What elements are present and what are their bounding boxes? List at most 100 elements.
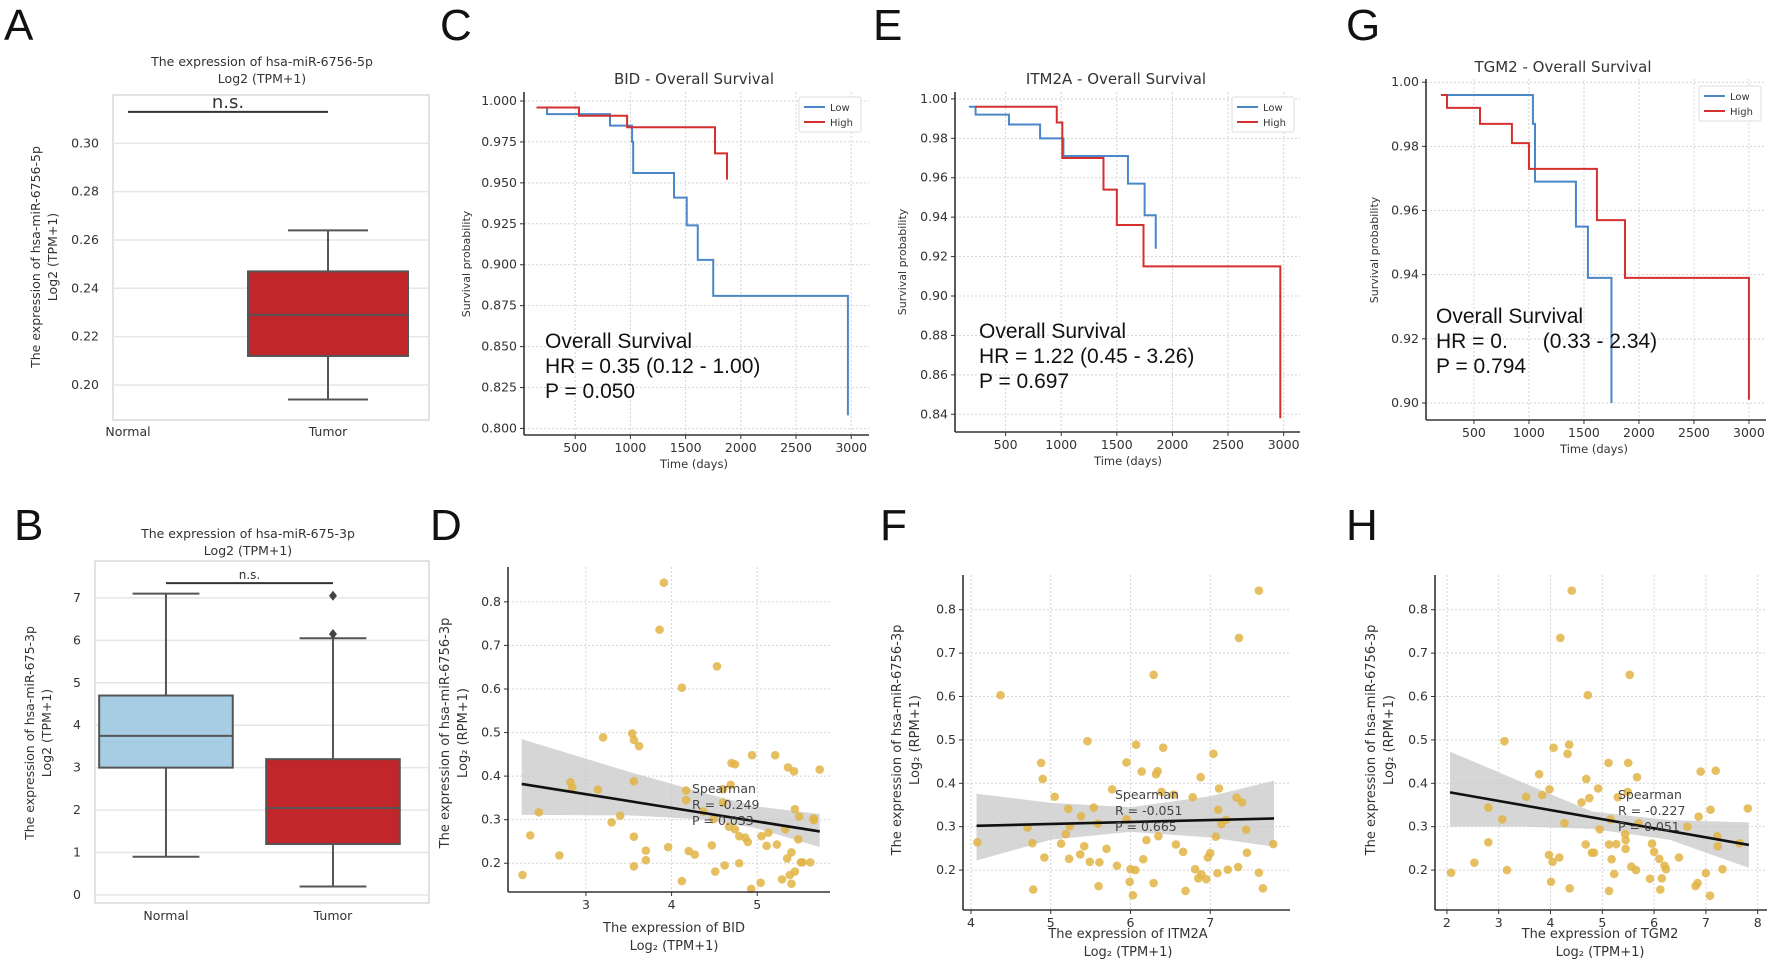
scatter-point [1604, 758, 1613, 768]
y-tick-label: 0.5 [1408, 732, 1428, 747]
legend-box [798, 96, 862, 133]
x-tick-label: 4 [668, 897, 676, 912]
spearman-stat: Spearman [692, 781, 756, 796]
scatter-point [1083, 736, 1092, 746]
scatter-point [973, 838, 982, 847]
scatter-point [1500, 736, 1509, 746]
scatter-point [1583, 690, 1593, 700]
scatter-point [1613, 792, 1623, 802]
y-tick-label: 0.6 [1408, 689, 1428, 704]
x-tick-label: Normal [105, 424, 150, 439]
scatter-point [1693, 878, 1702, 888]
y-axis-label: The expression of hsa-miR-6756-3p [1364, 625, 1379, 857]
scatter-point [1178, 847, 1188, 857]
scatter-point [1079, 841, 1089, 851]
scatter-point [1654, 854, 1664, 864]
y-tick-label: 0.3 [1408, 819, 1428, 834]
legend-label: Low [830, 103, 850, 114]
scatter-point [809, 815, 819, 825]
survival-curve-high [1440, 94, 1750, 400]
y-tick-label: 0.3 [481, 812, 501, 827]
x-tick-label: 1000 [1045, 437, 1077, 452]
scatter-point [734, 858, 744, 868]
chart-title: ITM2A - Overall Survival [1026, 70, 1206, 88]
scatter-point [996, 690, 1005, 700]
scatter-point [1484, 803, 1493, 812]
confidence-band [1450, 751, 1749, 868]
scatter-point [1631, 865, 1641, 875]
y-tick-label: 0.98 [1391, 138, 1419, 153]
spearman-stat: P = 0.665 [1115, 819, 1177, 834]
x-tick-label: 5 [1047, 915, 1055, 930]
scatter-point [787, 879, 796, 889]
scatter-point [746, 884, 756, 894]
hazard-ratio-annotation: HR = 0. (0.33 - 2.34) [1436, 330, 1657, 353]
box-tumor [265, 758, 401, 846]
scatter-point [1233, 862, 1243, 872]
chart-title: Log2 (TPM+1) [204, 543, 292, 558]
scatter-point [1254, 586, 1264, 595]
scatter-point [1268, 839, 1278, 849]
survival-curve-high [536, 106, 729, 180]
scatter-point [1040, 853, 1049, 862]
scatter-point [1214, 784, 1224, 793]
scatter-point [1223, 865, 1233, 874]
scatter-point [525, 831, 535, 840]
y-tick-label: 0.3 [936, 819, 956, 834]
scatter-point [1201, 874, 1211, 884]
y-tick-label: 0.925 [481, 216, 517, 231]
y-axis-label: Log2 (TPM+1) [39, 689, 54, 777]
y-axis-label: Log₂ (RPM+1) [908, 695, 923, 785]
scatter-point [593, 785, 603, 794]
scatter-point [1623, 787, 1632, 797]
hazard-ratio-annotation: P = 0.697 [979, 370, 1069, 393]
scatter-point [1061, 829, 1071, 839]
survival-curve-low [536, 106, 849, 416]
scatter-point [787, 848, 796, 857]
scatter-point [1564, 740, 1574, 749]
y-tick-label: 0.8 [1408, 602, 1428, 617]
x-tick-label: Normal [143, 908, 188, 923]
y-tick-label: 0.825 [481, 380, 517, 395]
scatter-point [1028, 885, 1038, 894]
scatter-point [806, 858, 815, 867]
significance-label: n.s. [239, 568, 261, 582]
scatter-point [641, 855, 651, 865]
scatter-point [1258, 884, 1268, 893]
x-axis-label: Time (days) [1559, 442, 1628, 456]
scatter-point [1701, 868, 1711, 878]
scatter-point [1502, 865, 1512, 875]
scatter-point [1153, 766, 1162, 776]
panel-label-a: A [4, 1, 34, 50]
scatter-point [629, 832, 639, 841]
scatter-point [1581, 840, 1591, 849]
scatter-point [1095, 857, 1104, 867]
legend-label: High [1730, 107, 1753, 118]
scatter-point [1102, 844, 1111, 854]
scatter-point [681, 786, 691, 795]
scatter-point [790, 867, 800, 876]
scatter-point [794, 812, 804, 821]
spearman-stat: R = -0.051 [1115, 803, 1182, 818]
scatter-point [641, 846, 651, 855]
legend-label: Low [1263, 103, 1283, 114]
x-tick-label: 2500 [1212, 437, 1244, 452]
x-tick-label: 500 [1462, 425, 1486, 440]
x-axis-label: The expression of TGM2 [1521, 927, 1679, 942]
panel-label-b: B [14, 501, 44, 550]
scatter-point [1621, 844, 1630, 854]
y-tick-label: 0.90 [1391, 395, 1419, 410]
scatter-point [789, 767, 799, 776]
scatter-point [677, 876, 687, 886]
scatter-point [1621, 835, 1630, 845]
x-tick-label: 500 [994, 437, 1018, 452]
scatter-point [757, 831, 766, 841]
scatter-point [1064, 854, 1074, 864]
scatter-point [1154, 831, 1163, 841]
scatter-point [1076, 811, 1086, 821]
scatter-point [1213, 868, 1222, 878]
y-tick-label: 6 [73, 632, 81, 647]
scatter-point [777, 875, 787, 884]
scatter-point [1056, 839, 1066, 848]
x-tick-label: 3000 [835, 440, 867, 455]
